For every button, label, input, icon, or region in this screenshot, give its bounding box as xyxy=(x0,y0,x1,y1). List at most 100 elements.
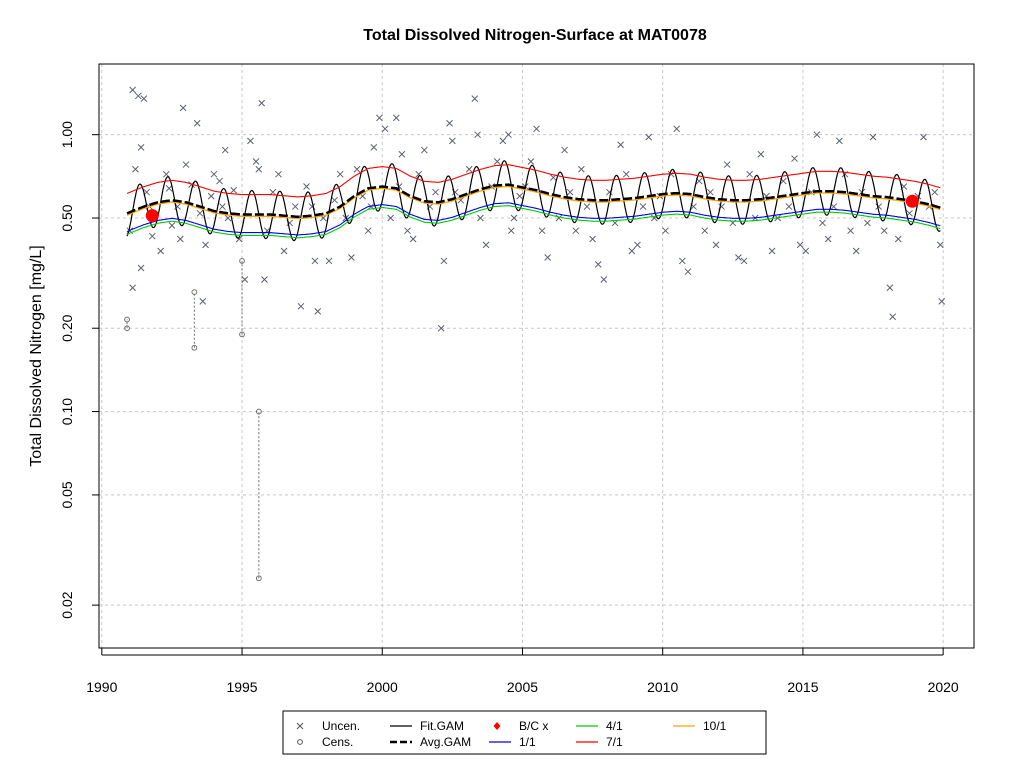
uncensored-point xyxy=(617,141,624,149)
grid xyxy=(99,64,974,648)
legend-box xyxy=(282,710,767,755)
uncensored-point xyxy=(420,146,428,154)
uncensored-point xyxy=(224,214,232,222)
uncensored-point xyxy=(802,247,810,255)
uncensored-point xyxy=(678,257,686,265)
x-tick-label: 2020 xyxy=(928,679,959,695)
uncensored-point xyxy=(446,119,453,127)
x-tick-label: 2005 xyxy=(507,679,538,695)
y-tick-label: 0.02 xyxy=(59,591,75,618)
uncensored-point xyxy=(432,188,439,196)
y-tick-label: 0.20 xyxy=(59,314,75,341)
uncensored-point xyxy=(600,276,608,283)
uncensored-point xyxy=(684,268,692,276)
uncensored-point xyxy=(493,158,501,165)
uncensored-point xyxy=(132,165,139,173)
uncensored-point xyxy=(353,165,361,173)
legend-label: Fit.GAM xyxy=(420,719,464,733)
uncensored-point xyxy=(886,284,894,292)
uncensored-point xyxy=(168,222,176,229)
uncensored-point xyxy=(836,137,843,145)
uncensored-point xyxy=(230,186,237,194)
legend-label: Avg.GAM xyxy=(420,735,471,749)
uncensored-point xyxy=(449,137,456,145)
uncensored-point xyxy=(746,170,753,178)
uncensored-point xyxy=(578,165,585,173)
y-axis-label: Total Dissolved Nitrogen [mg/L] xyxy=(28,245,45,466)
uncensored-point xyxy=(628,247,636,255)
uncensored-point xyxy=(785,203,793,210)
censored-point xyxy=(191,344,198,351)
uncensored-point xyxy=(830,203,838,210)
uncensored-point xyxy=(129,86,137,94)
uncensored-point xyxy=(880,227,888,235)
censored-point xyxy=(124,325,130,332)
uncensored-point xyxy=(936,241,944,249)
uncensored-point xyxy=(275,170,282,178)
uncensored-point xyxy=(791,155,798,162)
uncensored-point xyxy=(740,257,748,265)
x-tick-label: 1995 xyxy=(226,679,257,695)
uncensored-point xyxy=(291,203,299,210)
uncensored-point xyxy=(404,227,411,235)
uncensored-point xyxy=(712,241,720,249)
uncensored-point xyxy=(465,165,473,173)
legend-label: 4/1 xyxy=(606,719,623,733)
uncensored-point xyxy=(261,276,268,283)
series-1-1-line xyxy=(126,202,941,236)
censored-point xyxy=(255,408,262,415)
uncensored-point xyxy=(507,227,515,235)
uncensored-point xyxy=(137,264,145,272)
uncensored-point xyxy=(931,188,939,196)
uncensored-point xyxy=(219,203,226,210)
uncensored-point xyxy=(258,99,266,107)
legend-label: Uncen. xyxy=(322,719,360,733)
uncensored-point xyxy=(639,203,647,210)
plot-frame xyxy=(98,63,975,649)
uncensored-point xyxy=(889,313,897,321)
uncensored-point xyxy=(221,146,229,154)
uncensored-point xyxy=(140,95,148,102)
y-tick-label: 1.00 xyxy=(59,121,75,148)
uncensored-point xyxy=(216,177,223,185)
uncensored-point xyxy=(370,143,378,151)
uncensored-point xyxy=(505,131,512,139)
data-layer xyxy=(124,86,946,582)
uncensored-point xyxy=(364,227,372,235)
uncensored-point xyxy=(303,183,310,190)
uncensored-point xyxy=(241,276,249,283)
y-tick-label: 0.05 xyxy=(59,481,75,508)
uncensored-point xyxy=(409,235,417,243)
uncensored-point xyxy=(516,192,524,200)
censored-point xyxy=(239,331,245,338)
uncensored-point xyxy=(336,170,344,178)
uncensored-point xyxy=(662,227,669,235)
uncensored-point xyxy=(134,92,142,100)
uncensored-point xyxy=(875,203,883,210)
uncensored-point xyxy=(510,214,518,222)
uncensored-point xyxy=(864,219,871,227)
uncensored-point xyxy=(331,196,338,204)
legend-label: 7/1 xyxy=(606,735,623,749)
uncensored-point xyxy=(561,146,568,154)
uncensored-point xyxy=(471,95,479,102)
uncensored-point xyxy=(202,241,209,249)
uncensored-point xyxy=(398,150,406,158)
bc-point xyxy=(905,194,919,208)
uncensored-point xyxy=(440,257,448,265)
uncensored-point xyxy=(325,257,333,265)
x-tick-label: 2010 xyxy=(647,679,678,695)
uncensored-point xyxy=(622,170,630,178)
legend-symbol-bc xyxy=(493,722,501,730)
uncensored-point xyxy=(314,308,322,315)
legend-label: Cens. xyxy=(322,735,353,749)
uncensored-point xyxy=(255,165,263,173)
uncensored-point xyxy=(527,158,535,165)
uncensored-point xyxy=(819,219,826,227)
censored-point xyxy=(239,258,245,264)
uncensored-point xyxy=(129,284,137,292)
uncensored-point xyxy=(566,188,574,196)
uncensored-point xyxy=(437,324,445,332)
uncensored-point xyxy=(869,133,877,141)
